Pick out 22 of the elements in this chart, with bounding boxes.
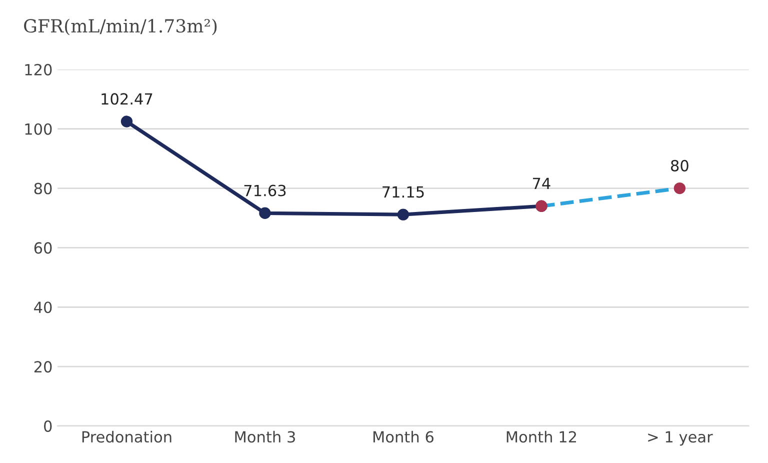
y-tick-label: 120 (25, 64, 52, 76)
point (674, 182, 686, 194)
x-tick-label: > 1 year (648, 431, 713, 446)
x-tick-label: Predonation (82, 430, 172, 443)
data-label: 102.47 (102, 93, 152, 105)
point (259, 207, 271, 219)
data-label: 80 (670, 160, 688, 172)
y-tick-label: 0 (44, 420, 52, 432)
y-tick-label: 100 (25, 123, 52, 135)
point (397, 208, 410, 220)
x-tick-label: Month 12 (506, 430, 576, 443)
point (120, 116, 133, 128)
y-tick-label: 80 (34, 182, 52, 194)
y-tick-label: 40 (34, 302, 52, 314)
y-tick-label: 60 (34, 242, 52, 254)
data-label: 71.15 (382, 186, 424, 198)
x-tick-label: Month 3 (235, 430, 295, 443)
x-tick-label: Month 6 (373, 430, 434, 443)
data-label: 74 (532, 178, 550, 190)
data-label: 71.63 (244, 184, 286, 196)
y-axis-title: GFR(mL/min/1.73m²) (24, 18, 217, 36)
y-tick-label: 20 (34, 361, 52, 373)
